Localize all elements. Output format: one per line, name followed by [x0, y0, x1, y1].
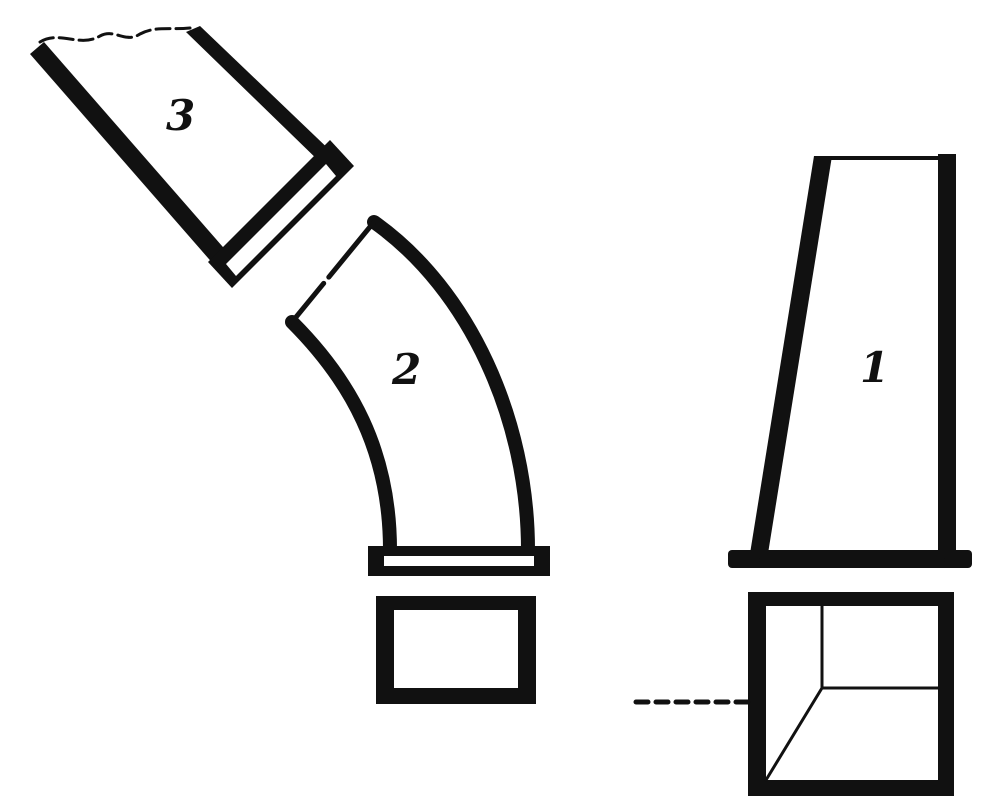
- part-2-section: 2: [285, 215, 550, 576]
- part-1-left-wall: [748, 156, 832, 566]
- part-2-top-edge: [289, 219, 377, 325]
- part-2-inner-wall: [285, 315, 397, 557]
- part-2-end-view: [376, 596, 536, 704]
- part-3-flange-inner: [226, 164, 336, 276]
- part-3-section: 3: [30, 26, 354, 288]
- part-1-end-view-inner: [766, 606, 938, 780]
- part-3-left-wall: [30, 42, 236, 274]
- part-1-end-view: [633, 592, 954, 796]
- part-2-flange-inner: [384, 556, 534, 566]
- part-3-right-wall: [186, 26, 338, 166]
- part-1-end-view-diagonal-line: [764, 686, 824, 782]
- part-1-section: 1: [728, 154, 972, 568]
- part-2-end-view-inner: [394, 610, 518, 688]
- part-3-label: 3: [166, 91, 195, 140]
- part-1-right-wall: [938, 154, 956, 568]
- part-1-label: 1: [860, 343, 889, 392]
- part-3-broken-edge: [38, 26, 192, 44]
- part-2-outer-wall: [367, 215, 535, 557]
- part-2-label: 2: [391, 345, 421, 394]
